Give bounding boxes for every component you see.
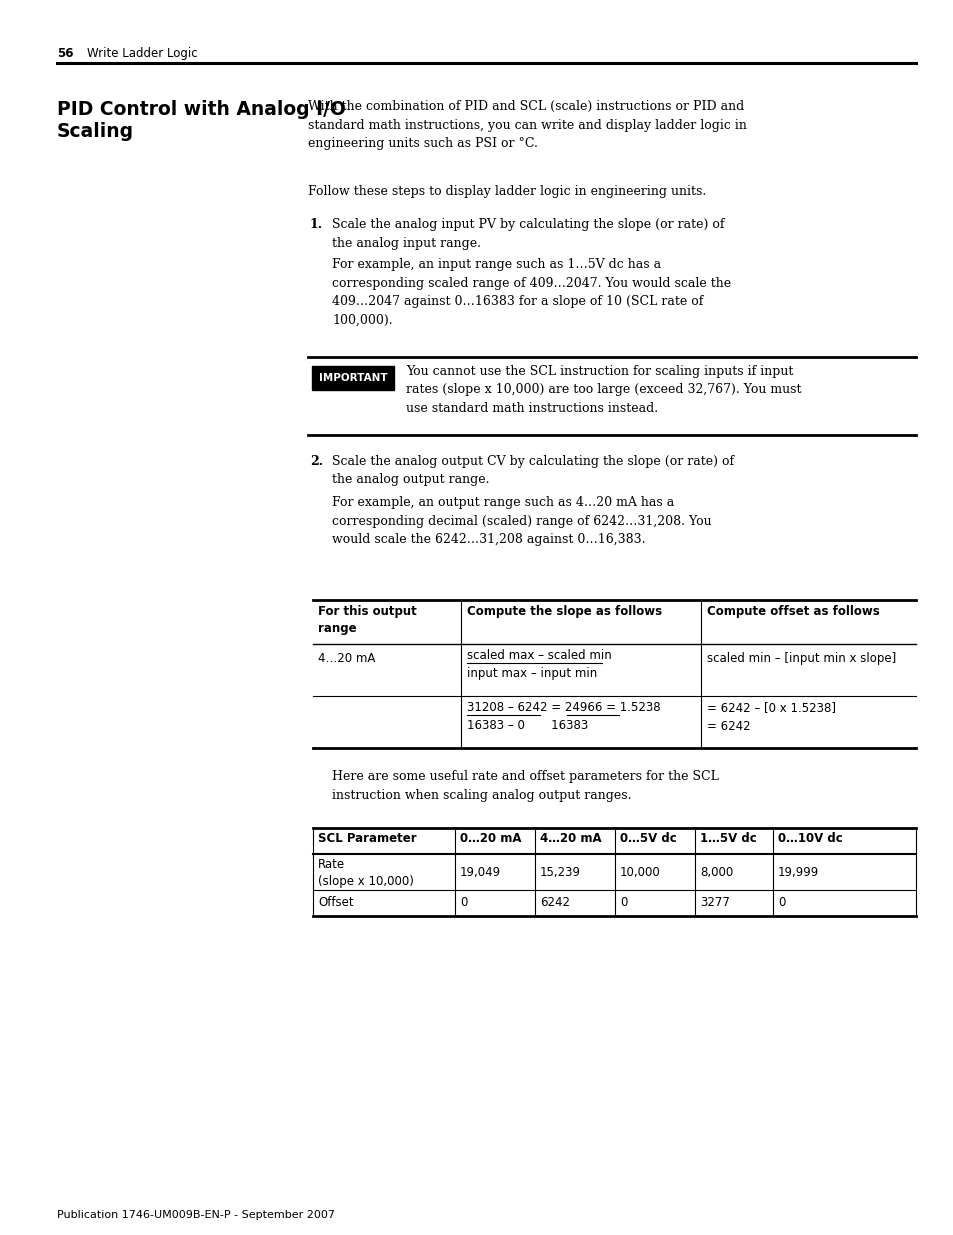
Text: For example, an input range such as 1…5V dc has a
corresponding scaled range of : For example, an input range such as 1…5V… [332, 258, 730, 326]
Text: Follow these steps to display ladder logic in engineering units.: Follow these steps to display ladder log… [308, 185, 705, 198]
Text: 2.: 2. [310, 454, 323, 468]
Text: 19,999: 19,999 [778, 866, 819, 879]
Text: 1.: 1. [310, 219, 323, 231]
Text: For this output
range: For this output range [317, 605, 416, 635]
Text: SCL Parameter: SCL Parameter [317, 832, 416, 845]
Text: 0: 0 [778, 897, 784, 909]
Text: You cannot use the SCL instruction for scaling inputs if input
rates (slope x 10: You cannot use the SCL instruction for s… [406, 366, 801, 415]
Text: 0: 0 [459, 897, 467, 909]
Text: 0…5V dc: 0…5V dc [619, 832, 676, 845]
Text: 0: 0 [619, 897, 627, 909]
Text: 19,049: 19,049 [459, 866, 500, 879]
Text: Compute offset as follows: Compute offset as follows [706, 605, 879, 618]
Text: Scale the analog input PV by calculating the slope (or rate) of
the analog input: Scale the analog input PV by calculating… [332, 219, 723, 249]
Text: 31208 – 6242 = 24966 = 1.5238: 31208 – 6242 = 24966 = 1.5238 [467, 701, 659, 714]
Text: IMPORTANT: IMPORTANT [318, 373, 387, 383]
Text: 6242: 6242 [539, 897, 569, 909]
Text: Write Ladder Logic: Write Ladder Logic [87, 47, 197, 61]
Text: input max – input min: input max – input min [467, 667, 597, 680]
Text: 0…10V dc: 0…10V dc [778, 832, 841, 845]
Text: Scale the analog output CV by calculating the slope (or rate) of
the analog outp: Scale the analog output CV by calculatin… [332, 454, 734, 487]
Text: Publication 1746-UM009B-EN-P - September 2007: Publication 1746-UM009B-EN-P - September… [57, 1210, 335, 1220]
Text: 16383 – 0       16383: 16383 – 0 16383 [467, 719, 588, 732]
Text: 56: 56 [57, 47, 73, 61]
Bar [312, 366, 394, 390]
Text: PID Control with Analog I/O: PID Control with Analog I/O [57, 100, 346, 119]
Text: 15,239: 15,239 [539, 866, 580, 879]
Text: For example, an output range such as 4…20 mA has a
corresponding decimal (scaled: For example, an output range such as 4…2… [332, 496, 711, 546]
Text: 1…5V dc: 1…5V dc [700, 832, 756, 845]
Text: Rate
(slope x 10,000): Rate (slope x 10,000) [317, 858, 414, 888]
Text: Offset: Offset [317, 897, 354, 909]
Text: scaled max – scaled min: scaled max – scaled min [467, 650, 611, 662]
Text: 10,000: 10,000 [619, 866, 660, 879]
Text: 3277: 3277 [700, 897, 729, 909]
Text: 8,000: 8,000 [700, 866, 733, 879]
Text: 0…20 mA: 0…20 mA [459, 832, 521, 845]
Text: 4…20 mA: 4…20 mA [539, 832, 601, 845]
Text: scaled min – [input min x slope]: scaled min – [input min x slope] [706, 652, 895, 664]
Text: Here are some useful rate and offset parameters for the SCL
instruction when sca: Here are some useful rate and offset par… [332, 769, 719, 802]
Text: = 6242 – [0 x 1.5238]
= 6242: = 6242 – [0 x 1.5238] = 6242 [706, 701, 835, 732]
Text: 4…20 mA: 4…20 mA [317, 652, 375, 664]
Text: Scaling: Scaling [57, 122, 134, 141]
Text: With the combination of PID and SCL (scale) instructions or PID and
standard mat: With the combination of PID and SCL (sca… [308, 100, 746, 149]
Text: Compute the slope as follows: Compute the slope as follows [467, 605, 661, 618]
